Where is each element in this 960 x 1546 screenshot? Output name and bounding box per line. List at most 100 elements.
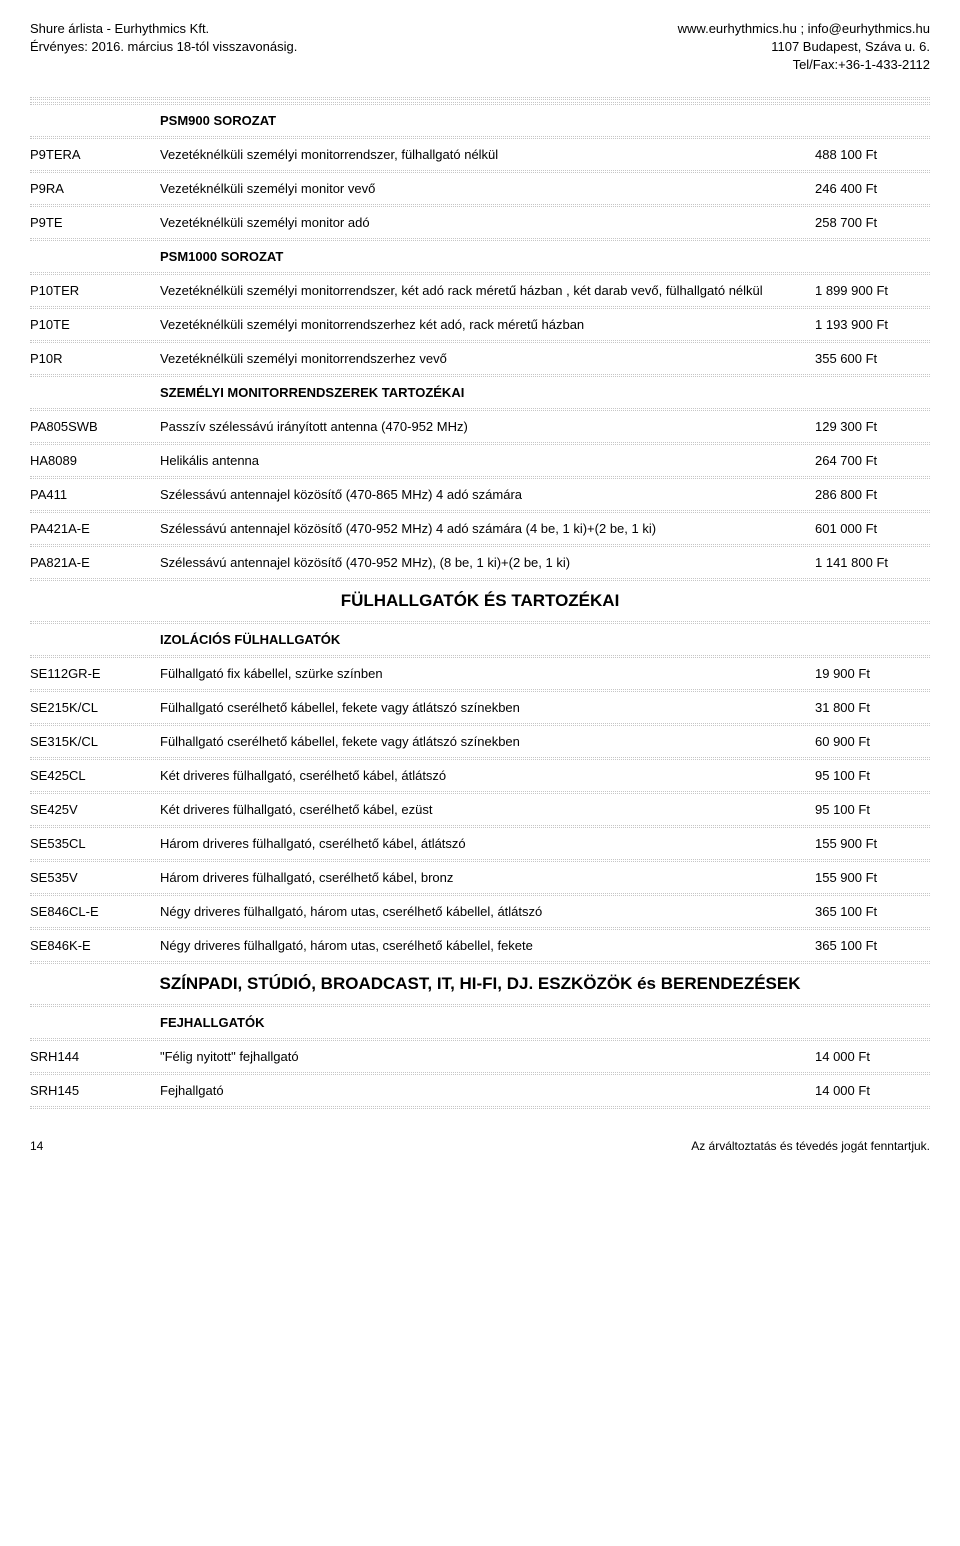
item-price: 1 141 800 Ft <box>815 555 930 570</box>
price-row: PA411Szélessávú antennajel közösítő (470… <box>30 481 930 508</box>
price-row: PA421A-ESzélessávú antennajel közösítő (… <box>30 515 930 542</box>
item-code: SRH145 <box>30 1083 160 1098</box>
row-separator <box>30 1004 930 1007</box>
header-phone: Tel/Fax:+36-1-433-2112 <box>678 56 930 74</box>
row-separator <box>30 238 930 241</box>
item-code: PA421A-E <box>30 521 160 536</box>
header-validity: Érvényes: 2016. március 18-tól visszavon… <box>30 38 297 56</box>
item-code: P10TE <box>30 317 160 332</box>
price-row: P9TEVezetéknélküli személyi monitor adó2… <box>30 209 930 236</box>
item-price: 14 000 Ft <box>815 1049 930 1064</box>
row-separator <box>30 961 930 964</box>
price-row: HA8089Helikális antenna264 700 Ft <box>30 447 930 474</box>
price-row: P9RAVezetéknélküli személyi monitor vevő… <box>30 175 930 202</box>
row-separator <box>30 544 930 547</box>
item-description: Vezetéknélküli személyi monitorrendszer,… <box>160 283 815 298</box>
row-separator <box>30 97 930 100</box>
item-price: 355 600 Ft <box>815 351 930 366</box>
subsection-row: IZOLÁCIÓS FÜLHALLGATÓK <box>30 626 930 653</box>
subsection-heading: IZOLÁCIÓS FÜLHALLGATÓK <box>160 632 930 647</box>
row-separator <box>30 723 930 726</box>
subsection-heading: SZEMÉLYI MONITORRENDSZEREK TARTOZÉKAI <box>160 385 930 400</box>
subsection-heading: PSM1000 SOROZAT <box>160 249 930 264</box>
item-price: 14 000 Ft <box>815 1083 930 1098</box>
row-separator <box>30 1072 930 1075</box>
footer-note: Az árváltoztatás és tévedés jogát fennta… <box>691 1139 930 1153</box>
row-separator <box>30 859 930 862</box>
item-code: SRH144 <box>30 1049 160 1064</box>
header-url: www.eurhythmics.hu ; info@eurhythmics.hu <box>678 20 930 38</box>
item-price: 1 193 900 Ft <box>815 317 930 332</box>
section-heading: FÜLHALLGATÓK ÉS TARTOZÉKAI <box>30 583 930 619</box>
spacer <box>30 75 930 95</box>
price-row: PA805SWBPasszív szélessávú irányított an… <box>30 413 930 440</box>
item-description: Négy driveres fülhallgató, három utas, c… <box>160 938 815 953</box>
item-code: SE112GR-E <box>30 666 160 681</box>
row-separator <box>30 510 930 513</box>
section-heading: SZÍNPADI, STÚDIÓ, BROADCAST, IT, HI-FI, … <box>30 966 930 1002</box>
item-description: Helikális antenna <box>160 453 815 468</box>
item-code: SE425CL <box>30 768 160 783</box>
item-description: Vezetéknélküli személyi monitorrendszerh… <box>160 351 815 366</box>
price-row: SE112GR-EFülhallgató fix kábellel, szürk… <box>30 660 930 687</box>
item-code: SE215K/CL <box>30 700 160 715</box>
item-price: 155 900 Ft <box>815 836 930 851</box>
row-separator <box>30 442 930 445</box>
item-price: 258 700 Ft <box>815 215 930 230</box>
item-code: SE846K-E <box>30 938 160 953</box>
header-right: www.eurhythmics.hu ; info@eurhythmics.hu… <box>678 20 930 75</box>
row-separator <box>30 655 930 658</box>
item-price: 129 300 Ft <box>815 419 930 434</box>
row-separator <box>30 272 930 275</box>
subsection-row: FEJHALLGATÓK <box>30 1009 930 1036</box>
price-row: SE535VHárom driveres fülhallgató, cserél… <box>30 864 930 891</box>
item-code: PA821A-E <box>30 555 160 570</box>
price-list: PSM900 SOROZATP9TERAVezetéknélküli szemé… <box>30 97 930 1109</box>
item-code: SE425V <box>30 802 160 817</box>
row-separator <box>30 621 930 624</box>
row-separator <box>30 102 930 105</box>
row-separator <box>30 1038 930 1041</box>
price-row: SE425CLKét driveres fülhallgató, cserélh… <box>30 762 930 789</box>
item-description: Fülhallgató cserélhető kábellel, fekete … <box>160 700 815 715</box>
price-row: SE215K/CLFülhallgató cserélhető kábellel… <box>30 694 930 721</box>
subsection-row: PSM1000 SOROZAT <box>30 243 930 270</box>
subsection-heading: PSM900 SOROZAT <box>160 113 930 128</box>
item-code: SE315K/CL <box>30 734 160 749</box>
item-price: 264 700 Ft <box>815 453 930 468</box>
item-price: 488 100 Ft <box>815 147 930 162</box>
subsection-row: PSM900 SOROZAT <box>30 107 930 134</box>
row-separator <box>30 825 930 828</box>
header-left: Shure árlista - Eurhythmics Kft. Érvénye… <box>30 20 297 75</box>
item-code: P10TER <box>30 283 160 298</box>
item-description: Fülhallgató fix kábellel, szürke színben <box>160 666 815 681</box>
row-separator <box>30 757 930 760</box>
price-row: P10TERVezetéknélküli személyi monitorren… <box>30 277 930 304</box>
row-separator <box>30 476 930 479</box>
item-description: Szélessávú antennajel közösítő (470-952 … <box>160 555 815 570</box>
page-number: 14 <box>30 1139 43 1153</box>
price-row: SE315K/CLFülhallgató cserélhető kábellel… <box>30 728 930 755</box>
subsection-row: SZEMÉLYI MONITORRENDSZEREK TARTOZÉKAI <box>30 379 930 406</box>
item-code: SE846CL-E <box>30 904 160 919</box>
row-separator <box>30 374 930 377</box>
row-separator <box>30 1106 930 1109</box>
item-description: Vezetéknélküli személyi monitorrendszerh… <box>160 317 815 332</box>
page-header: Shure árlista - Eurhythmics Kft. Érvénye… <box>30 20 930 75</box>
item-description: Vezetéknélküli személyi monitor vevő <box>160 181 815 196</box>
item-code: PA411 <box>30 487 160 502</box>
price-row: P10RVezetéknélküli személyi monitorrends… <box>30 345 930 372</box>
price-row: PA821A-ESzélessávú antennajel közösítő (… <box>30 549 930 576</box>
item-price: 60 900 Ft <box>815 734 930 749</box>
row-separator <box>30 689 930 692</box>
item-code: P9RA <box>30 181 160 196</box>
item-description: Két driveres fülhallgató, cserélhető káb… <box>160 768 815 783</box>
item-price: 19 900 Ft <box>815 666 930 681</box>
item-description: Két driveres fülhallgató, cserélhető káb… <box>160 802 815 817</box>
item-description: Három driveres fülhallgató, cserélhető k… <box>160 870 815 885</box>
item-code: PA805SWB <box>30 419 160 434</box>
header-company: Shure árlista - Eurhythmics Kft. <box>30 20 297 38</box>
item-code: P10R <box>30 351 160 366</box>
item-description: Három driveres fülhallgató, cserélhető k… <box>160 836 815 851</box>
item-code: P9TE <box>30 215 160 230</box>
